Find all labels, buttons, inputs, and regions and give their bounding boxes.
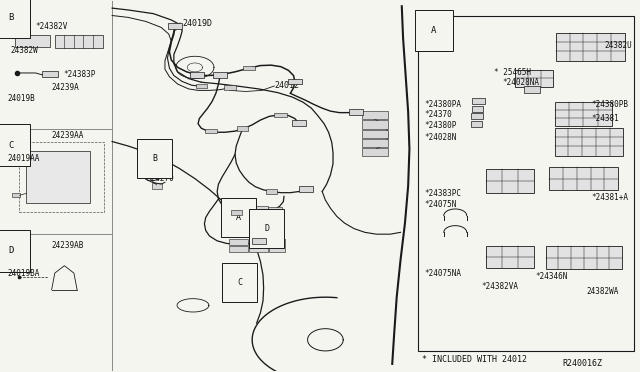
Bar <box>190 72 204 78</box>
Text: *24075NA: *24075NA <box>424 269 461 278</box>
Text: B: B <box>152 154 157 163</box>
Text: *24380PA: *24380PA <box>424 100 461 109</box>
Bar <box>470 121 482 127</box>
Bar <box>147 175 157 180</box>
Text: *24382V: *24382V <box>36 22 68 31</box>
Bar <box>555 102 612 126</box>
Text: 24019D: 24019D <box>183 19 212 28</box>
Text: *24270: *24270 <box>146 174 173 183</box>
Text: *24380PB: *24380PB <box>591 100 628 109</box>
Text: *24383P: *24383P <box>63 70 95 79</box>
Bar <box>486 246 534 267</box>
Bar <box>26 151 90 203</box>
Bar <box>230 211 242 215</box>
Bar <box>224 85 236 90</box>
Text: A: A <box>431 26 436 35</box>
Bar <box>300 186 314 192</box>
Bar <box>205 129 216 134</box>
Bar <box>42 71 58 77</box>
Text: 24239AA: 24239AA <box>52 131 84 141</box>
Bar <box>266 189 277 194</box>
Bar <box>235 206 251 212</box>
Bar <box>362 130 388 138</box>
Text: 24019B: 24019B <box>7 94 35 103</box>
Text: *24380P: *24380P <box>424 122 456 131</box>
Bar <box>292 120 306 126</box>
Bar <box>268 212 282 218</box>
Text: 24019AA: 24019AA <box>7 154 40 163</box>
Text: 24239AB: 24239AB <box>52 241 84 250</box>
Bar <box>237 126 248 131</box>
Text: 24382U: 24382U <box>604 41 632 50</box>
Text: 24239A: 24239A <box>52 83 79 92</box>
Text: D: D <box>8 246 13 255</box>
Bar <box>362 148 388 156</box>
Bar <box>250 213 268 219</box>
Text: *24381: *24381 <box>591 114 620 123</box>
Bar <box>55 35 102 48</box>
Bar <box>515 70 554 87</box>
Bar <box>249 246 268 252</box>
Text: *24370: *24370 <box>424 110 452 119</box>
Text: 24382WA: 24382WA <box>586 287 619 296</box>
Bar <box>268 207 282 212</box>
Bar <box>152 183 162 189</box>
Bar <box>228 239 248 245</box>
Bar <box>243 66 255 70</box>
Text: * 25465H: * 25465H <box>494 68 531 77</box>
Bar <box>486 169 534 193</box>
Bar <box>269 239 285 245</box>
Bar <box>362 121 388 129</box>
Bar <box>19 141 104 212</box>
Text: R240016Z: R240016Z <box>562 359 602 368</box>
Bar <box>15 35 50 47</box>
Text: D: D <box>264 224 269 233</box>
Bar <box>213 72 227 78</box>
Text: *24383PC: *24383PC <box>424 189 461 198</box>
Text: *24028NA: *24028NA <box>502 78 540 87</box>
Bar <box>550 167 618 190</box>
Text: C: C <box>8 141 13 150</box>
Bar <box>288 79 302 84</box>
Text: B: B <box>8 13 13 22</box>
Text: *24075N: *24075N <box>424 200 456 209</box>
Bar <box>252 238 266 244</box>
Text: C: C <box>237 278 242 287</box>
Bar <box>168 23 182 29</box>
Bar <box>12 193 20 198</box>
Bar <box>250 206 268 212</box>
Text: *24382VA: *24382VA <box>481 282 518 291</box>
Bar <box>362 111 388 119</box>
Bar <box>556 33 625 61</box>
Bar <box>349 109 363 115</box>
Bar <box>524 86 540 93</box>
Bar <box>418 16 634 351</box>
Bar <box>195 84 207 88</box>
Bar <box>472 98 484 105</box>
Bar <box>269 246 285 252</box>
Bar <box>472 106 483 112</box>
Bar <box>249 239 268 245</box>
Bar <box>362 139 388 147</box>
Text: * INCLUDED WITH 24012: * INCLUDED WITH 24012 <box>422 355 527 364</box>
Bar <box>470 113 483 119</box>
Bar <box>555 128 623 155</box>
Bar <box>275 113 287 117</box>
Text: 24019BA: 24019BA <box>7 269 40 278</box>
Text: *24346N: *24346N <box>536 272 568 281</box>
Text: *24381+A: *24381+A <box>591 193 628 202</box>
Bar <box>546 246 622 269</box>
Text: A: A <box>236 213 241 222</box>
Bar <box>228 246 248 252</box>
Text: *24028N: *24028N <box>424 132 456 142</box>
Bar <box>235 213 251 219</box>
Text: 24382W: 24382W <box>10 46 38 55</box>
Text: 24012: 24012 <box>275 81 300 90</box>
